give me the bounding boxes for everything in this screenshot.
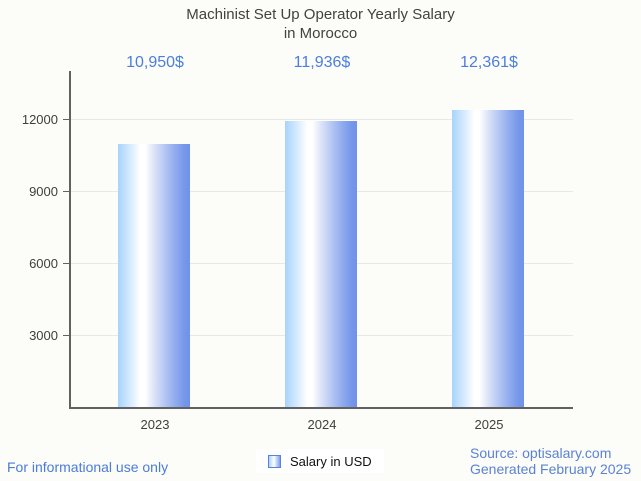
y-axis-label-12000: 12000 [21,112,58,127]
value-label-2023: 10,950$ [126,54,184,71]
legend-label: Salary in USD [290,453,372,469]
y-tick-12000 [63,119,70,120]
chart-title: Machinist Set Up Operator Yearly Salary … [0,5,641,43]
x-axis-label-2025: 2025 [474,417,504,432]
y-axis-label-6000: 6000 [29,256,58,271]
y-axis-label-3000: 3000 [29,328,58,343]
disclaimer-text: For informational use only [7,459,169,475]
y-tick-9000 [63,191,70,192]
legend-swatch-icon [268,454,281,468]
source-block: Source: optisalary.com Generated Februar… [470,445,631,477]
x-axis-label-2024: 2024 [307,417,337,432]
y-tick-3000 [63,335,70,336]
value-label-2024: 11,936$ [293,54,351,71]
chart-title-line1: Machinist Set Up Operator Yearly Salary [186,6,455,23]
x-axis-label-2023: 2023 [140,417,170,432]
value-label-2025: 12,361$ [460,54,518,71]
bar-2024[interactable] [285,120,357,407]
bar-2023[interactable] [118,144,190,407]
generated-text: Generated February 2025 [470,461,632,477]
gridline-12000 [71,119,573,120]
y-tick-6000 [63,263,70,264]
x-axis-line [69,407,573,409]
chart-title-line2: in Morocco [283,25,358,42]
bar-2025[interactable] [452,110,524,407]
source-text: Source: optisalary.com [470,445,612,461]
y-axis-line [69,71,71,409]
y-axis-label-9000: 9000 [29,184,58,199]
legend: Salary in USD [256,449,384,473]
